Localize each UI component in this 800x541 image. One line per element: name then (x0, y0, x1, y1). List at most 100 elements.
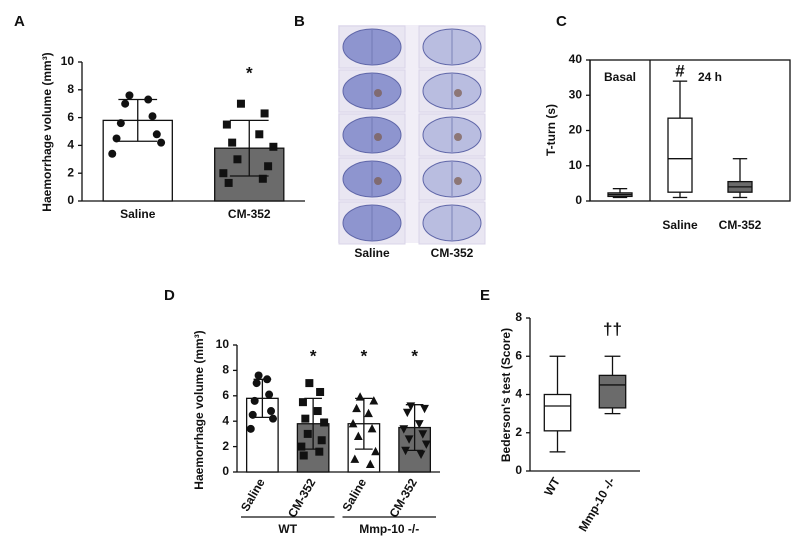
panel-label: C (556, 13, 567, 30)
data-point (404, 435, 414, 444)
data-point (219, 169, 228, 178)
data-point (299, 451, 308, 460)
y-tick-label: 2 (67, 165, 74, 179)
data-point (258, 174, 267, 183)
box (543, 393, 572, 432)
y-tick-label: 0 (515, 463, 522, 477)
error-bar (304, 397, 322, 450)
x-tick-label: Saline (120, 207, 156, 221)
lesion (454, 89, 462, 97)
data-point (228, 138, 237, 147)
data-point (401, 446, 410, 456)
x-tick-label: Saline (662, 218, 698, 232)
error-bar (405, 404, 424, 452)
y-tick-label: 10 (61, 54, 75, 68)
x-tick-label: Saline (339, 476, 369, 514)
y-axis-title: Haemorrhage volume (mm³) (40, 52, 54, 211)
data-point (224, 178, 233, 187)
image-label: Saline (354, 246, 390, 260)
data-point (352, 403, 361, 413)
data-point (367, 424, 377, 433)
lesion (454, 177, 462, 185)
data-point (269, 142, 278, 151)
box (598, 374, 627, 409)
data-point (125, 91, 134, 100)
data-point (305, 379, 314, 388)
data-point (301, 414, 310, 423)
data-point (364, 408, 373, 418)
panel-label: B (294, 13, 305, 30)
data-point (265, 390, 274, 399)
y-tick-label: 10 (569, 158, 583, 172)
data-point (369, 396, 379, 405)
data-point (222, 120, 231, 129)
box (667, 117, 693, 193)
data-point (264, 162, 273, 171)
y-tick-label: 2 (515, 425, 522, 439)
y-tick-label: 20 (569, 123, 583, 137)
data-point (148, 112, 157, 121)
y-tick-label: 8 (515, 310, 522, 324)
data-point (254, 371, 263, 380)
y-axis-title: Bederson's test (Score) (499, 328, 513, 462)
data-point (298, 398, 307, 407)
data-point (267, 407, 276, 416)
panel-label: D (164, 287, 175, 304)
data-point (233, 155, 242, 164)
data-point (236, 99, 245, 108)
data-point (420, 404, 429, 414)
error-bar (118, 98, 158, 142)
data-point (121, 99, 130, 108)
y-tick-label: 10 (216, 337, 230, 351)
data-point (269, 414, 278, 423)
y-axis-title: Haemorrhage volume (mm³) (192, 330, 206, 489)
y-tick-label: 6 (67, 110, 74, 124)
data-point (399, 425, 409, 434)
data-point (355, 392, 365, 401)
y-tick-label: 4 (67, 138, 74, 152)
significance-mark: * (246, 63, 253, 82)
lesion (454, 133, 462, 141)
x-tick-label: CM-352 (285, 476, 319, 520)
group-label: Basal (604, 70, 636, 84)
data-point (365, 459, 375, 468)
lesion (374, 133, 382, 141)
group-label: 24 h (698, 70, 722, 84)
error-bar (355, 397, 373, 450)
group-label: WT (278, 522, 297, 536)
data-point (157, 138, 166, 147)
y-tick-label: 0 (67, 193, 74, 207)
significance-mark: †† (603, 319, 622, 338)
data-point (315, 447, 324, 456)
data-point (418, 430, 428, 439)
y-tick-label: 4 (222, 413, 229, 427)
data-point (371, 446, 380, 456)
x-tick-label: CM-352 (719, 218, 762, 232)
panel-label: E (480, 287, 490, 304)
data-point (316, 387, 325, 396)
x-tick-label: WT (541, 475, 563, 499)
y-tick-label: 30 (569, 87, 583, 101)
y-tick-label: 2 (222, 439, 229, 453)
data-point (303, 429, 312, 438)
data-point (252, 379, 261, 388)
image-label: CM-352 (431, 246, 474, 260)
y-tick-label: 4 (515, 387, 522, 401)
significance-mark: * (411, 346, 418, 365)
data-point (250, 396, 259, 405)
data-point (317, 436, 326, 445)
data-point (353, 431, 363, 441)
data-point (116, 119, 125, 128)
data-point (297, 442, 306, 451)
data-point (402, 408, 412, 418)
data-point (246, 424, 255, 433)
data-point (260, 109, 269, 118)
y-tick-label: 0 (575, 193, 582, 207)
lesion (374, 177, 382, 185)
x-tick-label: Mmp-10 -/- (576, 475, 618, 534)
y-tick-label: 6 (222, 388, 229, 402)
data-point (421, 440, 431, 449)
data-point (313, 407, 322, 416)
x-tick-label: Saline (238, 476, 268, 514)
